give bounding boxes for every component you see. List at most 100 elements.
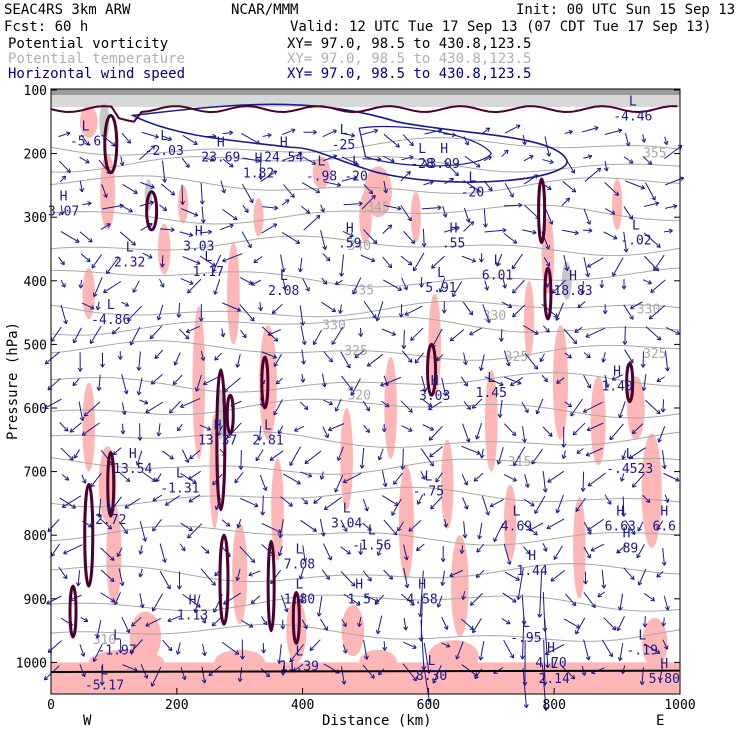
wind-vector [341,156,358,165]
wind-vector-head [65,131,71,137]
wind-vector [449,329,465,342]
wind-vector-head [610,210,616,215]
wind-vector-head [258,175,264,180]
wind-vector [583,401,603,413]
wind-vector [421,207,442,210]
plot-frame [50,88,681,695]
wind-vector [484,280,488,291]
pv-positive-area [398,465,414,580]
extremum-type-label: L [343,501,351,516]
wind-vector-head [106,223,111,228]
wind-vector-head [587,154,593,160]
wind-vector-head [664,367,670,372]
wind-vector-head [150,682,156,687]
wind-vector-head [79,187,85,193]
axes-layer: 100 200 300 400 500 600 700 800 900 1000 0 200 400 60… [16,84,696,713]
wind-vector [130,326,141,346]
wind-vector-head [296,480,301,485]
wind-vector [462,497,468,510]
wind-vector-head [617,606,623,611]
extremum-type-label: H [660,657,668,672]
wind-vector-head [72,338,78,344]
wind-vector-head [418,283,424,288]
pv-strong-contour [426,342,438,397]
wind-vector-head [475,187,481,192]
y-tick-label: 400 [24,275,47,290]
wind-vector [443,160,459,177]
wind-vector [337,446,344,461]
theta-contour-label: 355 [643,147,666,162]
wind-vector [483,156,492,162]
wind-vector [444,226,460,233]
wind-vector [363,300,377,319]
wind-vector-head [309,646,315,651]
wind-vector-head [404,311,410,316]
wind-vector [542,426,553,437]
wind-vector [656,571,664,578]
wind-vector-head [403,556,409,561]
wind-vector [178,328,190,340]
wind-vector [562,450,566,459]
wind-vector-head [124,504,129,509]
wind-vector-head [312,527,317,532]
wind-vector [576,448,584,454]
wind-vector-head [189,280,194,285]
wind-vector-head [545,245,551,250]
wind-vector [542,325,550,333]
wind-vector-head [123,389,129,395]
wind-vector [470,592,483,606]
wind-vector [45,351,60,365]
extremum-value-label: 1.80 [284,593,315,608]
wind-vector-head [435,477,440,483]
wind-vector-head [637,527,642,532]
wind-vector [341,618,347,627]
wind-vector-head [475,163,481,168]
wind-vector [622,496,625,517]
wind-vector-head [179,403,185,409]
x-axis-label: Distance (km) [322,713,432,729]
wind-vector [273,399,284,416]
wind-vector [98,498,102,518]
wind-vector-head [331,340,336,345]
wind-vector-head [159,263,165,268]
wind-vector [174,352,181,366]
extremum-type-label: L [513,504,521,519]
wind-vector-head [64,476,70,481]
wind-vector [212,254,222,273]
wind-vector-head [478,366,484,371]
wind-vector [320,230,326,250]
wind-vector [188,470,201,480]
wind-vector [381,400,390,408]
wind-vector [577,300,586,309]
wind-vector-head [397,526,402,532]
wind-vector [119,472,131,482]
extremum-value-label: -.02 [620,233,651,248]
wind-vector-head [546,152,552,157]
wind-vector [340,666,345,685]
extremum-value-label: -4.86 [91,313,130,328]
wind-vector [117,547,123,557]
wind-vector-head [119,161,125,167]
wind-vector [449,569,464,577]
wind-vector [460,376,468,387]
wind-vector-head [628,454,634,459]
wind-vector [159,204,167,211]
wind-vector [550,570,566,582]
wind-vector [441,377,447,397]
wind-vector-head [524,408,529,414]
wind-vector [452,281,463,297]
wind-vector-head [585,333,590,338]
wind-vector [482,304,491,323]
wind-vector-head [290,193,295,198]
wind-vector-head [455,225,460,231]
wind-vector [81,302,95,310]
wind-vector-head [516,595,522,601]
wind-vector [461,255,476,263]
wind-vector [461,474,468,486]
wind-vector [583,352,591,359]
extremum-value-label: -1.97 [97,644,136,659]
wind-vector-head [392,530,398,536]
wind-vector-head [443,625,449,630]
wind-vector-head [631,530,636,535]
wind-vector [100,449,114,466]
